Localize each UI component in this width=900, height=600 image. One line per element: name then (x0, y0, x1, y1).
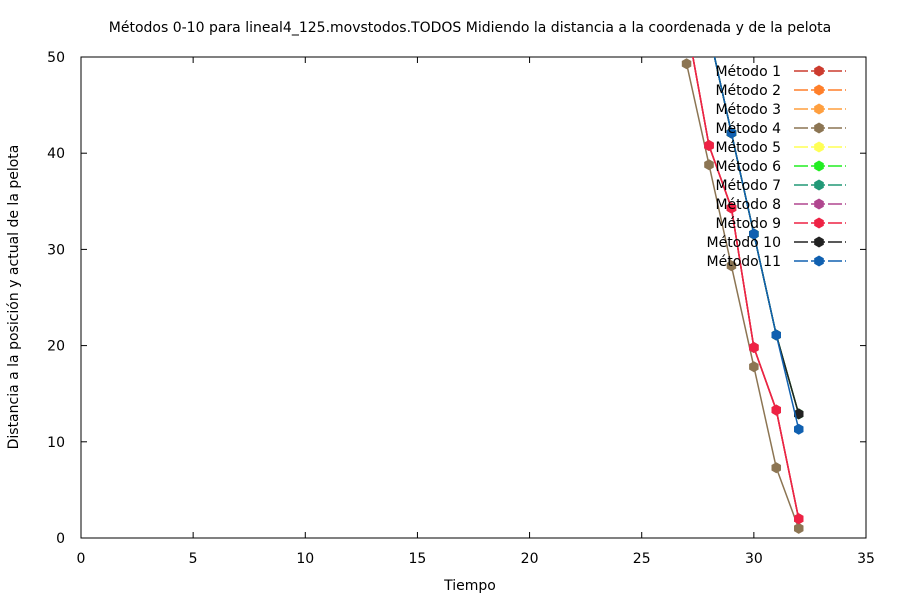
data-point (771, 462, 781, 474)
data-point (681, 58, 692, 70)
legend-label: Método 11 (707, 254, 781, 270)
x-tick-label: 30 (745, 551, 763, 567)
legend-marker (814, 198, 824, 210)
y-tick-label: 0 (56, 531, 65, 547)
plot-frame (80, 56, 867, 539)
legend-marker (814, 255, 824, 267)
x-tick-label: 10 (296, 551, 314, 567)
legend-label: Método 7 (715, 178, 781, 194)
legend-marker (814, 84, 824, 96)
chart-title: Métodos 0-10 para lineal4_125.movstodos.… (109, 20, 831, 36)
legend-marker (814, 103, 824, 115)
x-tick-label: 20 (521, 551, 539, 567)
legend-label: Método 10 (707, 235, 781, 251)
series-11 (713, 57, 804, 435)
legend-marker (814, 236, 824, 248)
series-line (692, 57, 800, 519)
y-tick-label: 40 (47, 146, 65, 162)
legend-label: Método 2 (715, 83, 781, 99)
y-axis-label: Distancia a la posición y actual de la p… (6, 145, 22, 450)
legend-label: Método 6 (715, 159, 781, 175)
data-point (704, 159, 714, 171)
data-point (726, 202, 737, 214)
y-tick-label: 20 (47, 339, 65, 355)
legend-marker (814, 141, 824, 153)
x-tick-label: 5 (189, 551, 198, 567)
x-tick-label: 15 (409, 551, 427, 567)
legend-marker (814, 65, 824, 77)
data-point (794, 513, 804, 525)
data-point (726, 127, 737, 139)
data-point (726, 260, 737, 272)
legend-marker (814, 122, 824, 134)
legend-label: Método 8 (715, 197, 781, 213)
data-point (771, 404, 781, 416)
legend-label: Método 5 (715, 140, 781, 156)
data-point (749, 361, 759, 373)
y-tick-label: 30 (47, 242, 65, 258)
legend-marker (814, 217, 824, 229)
legend: Método 1 Método 2 Método 3 Método 4 Método 5… (707, 64, 846, 270)
data-point (704, 140, 714, 151)
legend-label: Método 9 (715, 216, 781, 232)
x-axis-label: Tiempo (443, 578, 496, 594)
y-tick-label: 10 (47, 435, 65, 451)
x-tick-label: 0 (77, 551, 86, 567)
y-tick-label: 50 (47, 50, 65, 66)
data-point (794, 423, 804, 435)
legend-marker (814, 160, 824, 172)
data-point (771, 329, 781, 341)
legend-label: Método 1 (715, 64, 781, 80)
legend-label: Método 3 (715, 102, 781, 118)
series-9 (692, 57, 804, 525)
x-tick-label: 35 (857, 551, 875, 567)
data-point (749, 342, 759, 353)
legend-label: Método 4 (715, 121, 781, 137)
data-point (749, 228, 759, 240)
legend-marker (814, 179, 824, 191)
data-point (794, 522, 804, 534)
x-tick-label: 25 (633, 551, 651, 567)
